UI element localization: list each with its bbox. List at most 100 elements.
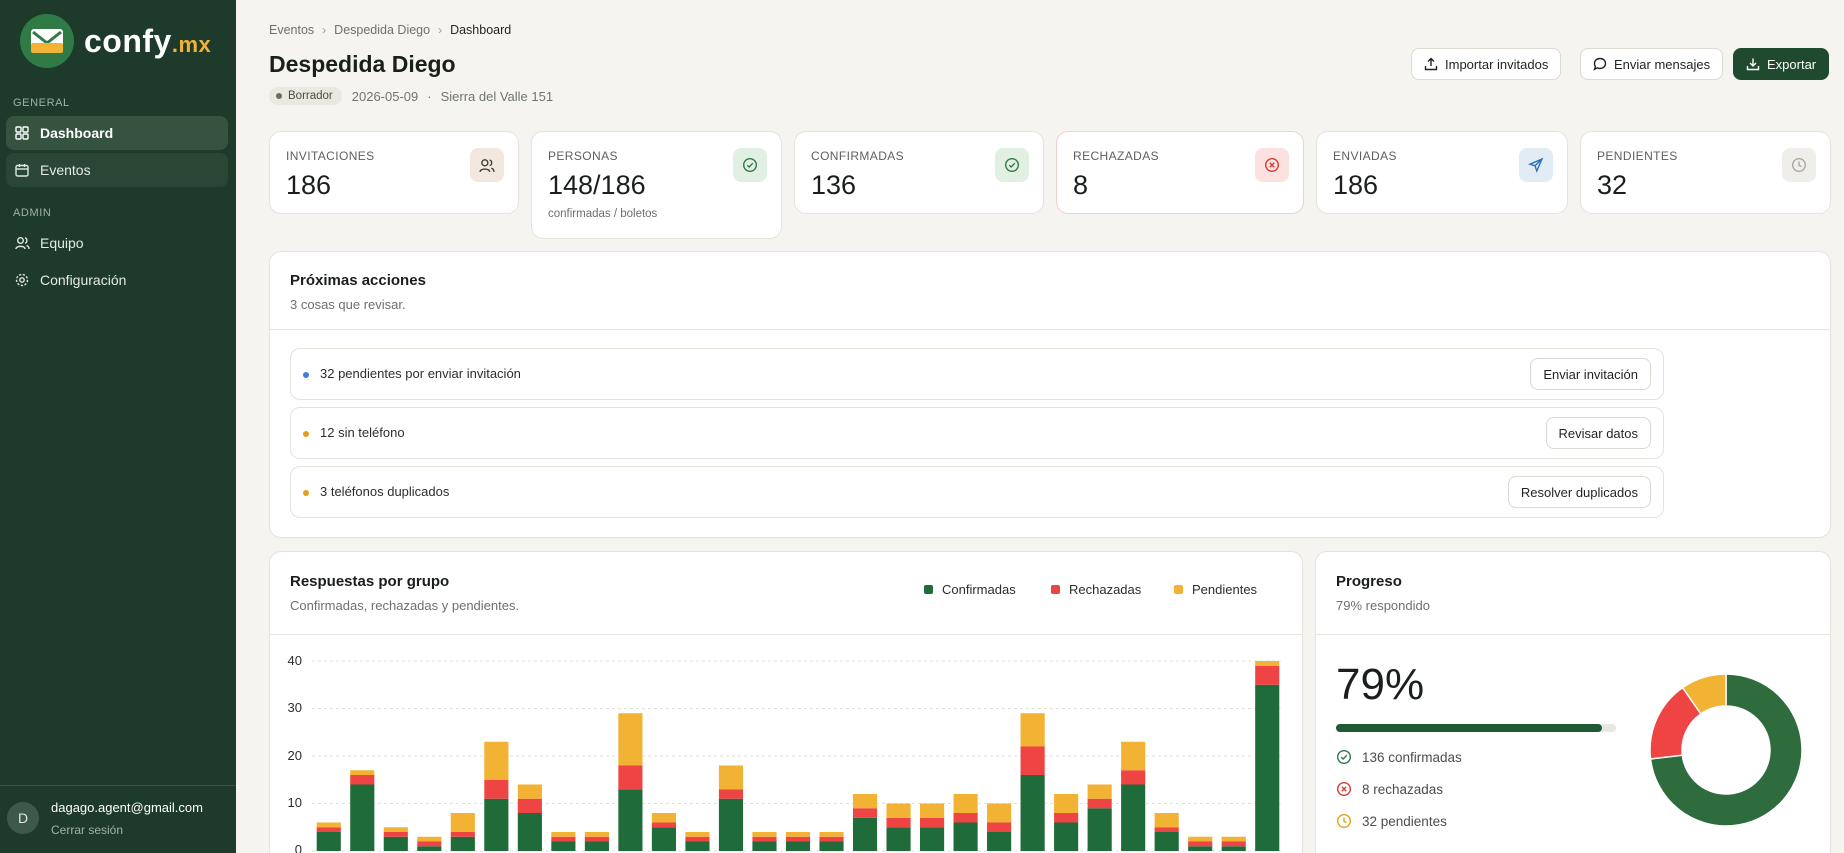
- review-data-button[interactable]: Revisar datos: [1545, 417, 1651, 449]
- action-text: 3 teléfonos duplicados: [320, 484, 450, 499]
- progress-bar-fill: [1336, 724, 1602, 732]
- bar-segment-confirmadas: [1054, 822, 1079, 851]
- action-row-pending-invites: 32 pendientes por enviar invitación Envi…: [290, 348, 1664, 400]
- breadcrumb-event[interactable]: Despedida Diego: [334, 23, 431, 37]
- bar-segment-confirmadas: [852, 817, 878, 851]
- bar-segment-rechazadas: [785, 836, 811, 842]
- nav-section-admin: ADMIN: [13, 207, 52, 219]
- bar-segment-rechazadas: [551, 836, 576, 842]
- progress-row-text: 32 pendientes: [1362, 813, 1447, 829]
- bar-segment-pendientes: [1087, 784, 1112, 799]
- panel-divider: [270, 329, 1830, 330]
- status-badge: Borrador: [269, 87, 342, 105]
- event-meta: Borrador 2026-05-09 · Sierra del Valle 1…: [269, 87, 553, 105]
- breadcrumb: Eventos › Despedida Diego › Dashboard: [269, 23, 511, 37]
- progress-row-text: 136 confirmadas: [1362, 749, 1462, 765]
- send-messages-label: Enviar mensajes: [1614, 56, 1711, 72]
- bar-segment-pendientes: [1188, 836, 1213, 842]
- bar-segment-rechazadas: [584, 836, 609, 842]
- export-button[interactable]: Exportar: [1733, 48, 1830, 80]
- bar-segment-rechazadas: [987, 822, 1012, 832]
- bar-segment-pendientes: [718, 765, 744, 790]
- status-badge-label: Borrador: [288, 90, 333, 102]
- clock-icon: [1336, 813, 1352, 829]
- check-circle-icon: [733, 148, 767, 182]
- user-email: dagago.agent@gmail.com: [51, 800, 203, 815]
- resolve-duplicates-button[interactable]: Resolver duplicados: [1507, 476, 1651, 508]
- stacked-bar-chart: [312, 660, 1284, 852]
- avatar[interactable]: D: [7, 802, 39, 834]
- legend-item-confirmadas: Confirmadas: [924, 582, 1016, 597]
- legend-swatch: [1174, 585, 1183, 594]
- bar-segment-rechazadas: [718, 789, 744, 799]
- bar-segment-rechazadas: [417, 841, 442, 847]
- bar-segment-pendientes: [584, 832, 609, 837]
- status-dot: [276, 93, 282, 99]
- grid-icon: [14, 125, 30, 141]
- chevron-right-icon: ›: [322, 23, 327, 37]
- bar-segment-rechazadas: [1054, 813, 1079, 823]
- breadcrumb-eventos[interactable]: Eventos: [269, 23, 315, 37]
- sidebar-item-configuracion[interactable]: Configuración: [6, 263, 228, 297]
- logout-link[interactable]: Cerrar sesión: [51, 823, 124, 837]
- progress-bar: [1336, 724, 1616, 732]
- status-dot: [303, 490, 309, 496]
- sidebar-item-equipo[interactable]: Equipo: [6, 226, 228, 260]
- bar-segment-pendientes: [350, 770, 375, 775]
- bar-segment-rechazadas: [852, 808, 878, 818]
- users-icon: [14, 235, 30, 251]
- bar-segment-confirmadas: [350, 784, 375, 851]
- send-messages-button[interactable]: Enviar mensajes: [1580, 48, 1724, 80]
- stat-card-personas: PERSONAS 148/186 confirmadas / boletos: [531, 131, 782, 239]
- bar-segment-rechazadas: [752, 836, 777, 842]
- stat-card-invitaciones: INVITACIONES 186: [269, 131, 519, 214]
- action-row-missing-phone: 12 sin teléfono Revisar datos: [290, 407, 1664, 459]
- bar-segment-confirmadas: [819, 841, 844, 851]
- bar-segment-pendientes: [785, 832, 811, 837]
- panel-divider: [270, 634, 1302, 635]
- check-circle-icon: [995, 148, 1029, 182]
- sidebar-item-label: Dashboard: [40, 125, 114, 141]
- bar-segment-rechazadas: [1121, 770, 1146, 785]
- brand-logo[interactable]: confy.mx: [20, 14, 211, 68]
- send-invitation-button[interactable]: Enviar invitación: [1530, 358, 1651, 390]
- event-date: 2026-05-09: [351, 88, 419, 104]
- bar-segment-rechazadas: [517, 798, 542, 813]
- bar-segment-pendientes: [1121, 741, 1146, 771]
- progress-row-confirmadas: 136 confirmadas: [1336, 749, 1462, 765]
- bar-segment-confirmadas: [417, 846, 442, 851]
- bar-segment-confirmadas: [752, 841, 777, 851]
- stat-label: ENVIADAS: [1333, 149, 1397, 163]
- panel-divider: [1316, 634, 1830, 635]
- legend-label: Rechazadas: [1069, 582, 1142, 597]
- sidebar-item-eventos[interactable]: Eventos: [6, 153, 228, 187]
- nav-section-general: GENERAL: [13, 97, 70, 109]
- bar-segment-pendientes: [1255, 661, 1280, 666]
- message-icon: [1593, 57, 1607, 71]
- upload-icon: [1424, 57, 1438, 71]
- bar-segment-confirmadas: [953, 822, 978, 851]
- check-circle-icon: [1336, 749, 1352, 765]
- x-circle-icon: [1336, 781, 1352, 797]
- bar-segment-confirmadas: [886, 827, 911, 851]
- bar-segment-pendientes: [685, 832, 710, 837]
- x-circle-icon: [1255, 148, 1289, 182]
- users-icon: [470, 148, 504, 182]
- bar-segment-pendientes: [1154, 813, 1179, 828]
- chart-title: Respuestas por grupo: [290, 573, 450, 590]
- bar-segment-confirmadas: [920, 827, 945, 851]
- bar-segment-rechazadas: [1154, 827, 1179, 832]
- sidebar-item-dashboard[interactable]: Dashboard: [6, 116, 228, 150]
- bar-segment-confirmadas: [1020, 775, 1045, 851]
- progress-donut-chart: [1649, 673, 1803, 827]
- bar-segment-pendientes: [1020, 713, 1045, 747]
- bar-segment-confirmadas: [1221, 846, 1246, 851]
- import-guests-button[interactable]: Importar invitados: [1411, 48, 1562, 80]
- stat-card-pendientes: PENDIENTES 32: [1580, 131, 1831, 214]
- bar-segment-confirmadas: [618, 789, 643, 851]
- bar-segment-confirmadas: [685, 841, 710, 851]
- sidebar-item-label: Configuración: [40, 272, 127, 288]
- sidebar: confy.mx GENERAL Dashboard Eventos ADMIN…: [0, 0, 236, 853]
- stat-label: CONFIRMADAS: [811, 149, 905, 163]
- bar-segment-rechazadas: [618, 765, 643, 790]
